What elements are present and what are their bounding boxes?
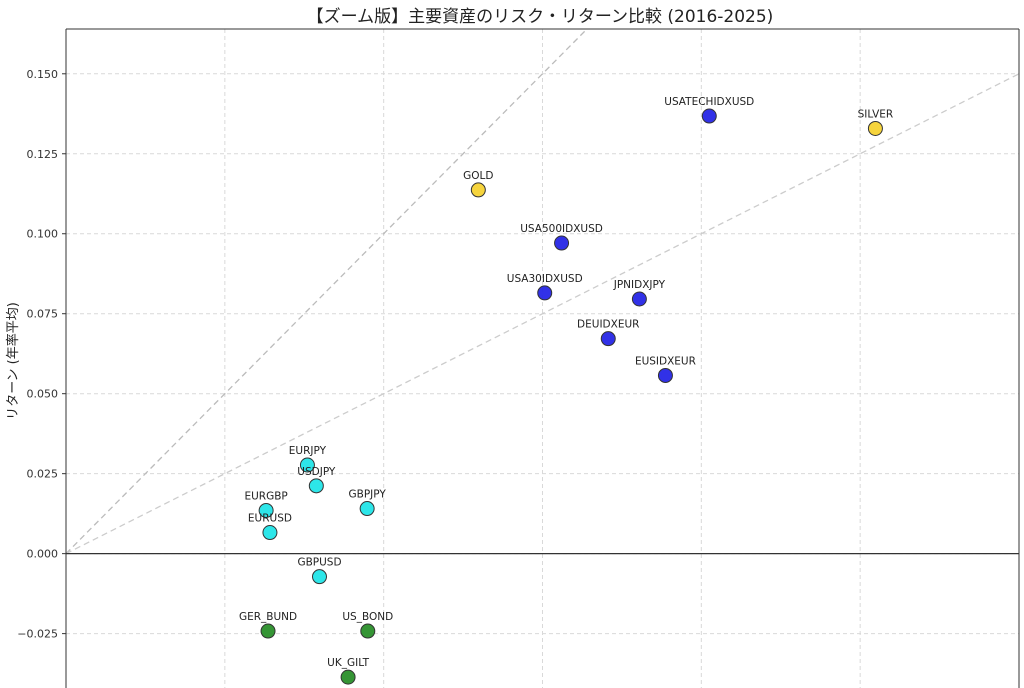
y-tick-label: 0.125 [27,148,59,161]
data-point-label: USATECHIDXUSD [664,96,754,108]
y-tick-label: 0.025 [27,468,59,481]
data-point-label: GBPUSD [297,557,341,569]
data-point-label: JPNIDXJPY [613,279,666,291]
data-point-label: EURGBP [244,490,287,502]
data-point-label: SILVER [858,108,894,120]
data-point-marker [359,501,375,517]
data-point-marker [657,367,673,383]
data-point-label: UK_GILT [327,657,369,669]
data-point-marker [867,120,883,136]
data-point-marker [537,285,553,301]
data-point-marker [631,291,647,307]
data-point-marker [262,525,278,541]
data-point-label: USA500IDXUSD [520,223,603,235]
data-point-label: USA30IDXUSD [507,273,583,285]
data-point-label: DEUIDXEUR [577,319,639,331]
data-point-marker [470,182,486,198]
data-point-label: GBPJPY [348,489,386,501]
data-point-label: US_BOND [342,611,393,623]
data-point-marker [360,623,376,639]
y-tick-label: 0.100 [27,228,59,241]
data-point-label: USDJPY [297,466,336,478]
y-tick-label: 0.150 [27,68,59,81]
data-point-marker [701,108,717,124]
data-point-label: GER_BUND [239,611,297,623]
data-point-labels: USATECHIDXUSD SILVER GOLD USA500IDXUSD USA30… [239,96,893,669]
chart-title: 【ズーム版】主要資産のリスク・リターン比較 (2016-2025) [307,7,774,27]
reference-lines [66,29,1019,555]
y-tick-label: −0.025 [17,628,58,641]
data-point-label: EURJPY [289,445,327,457]
y-axis-label: リターン (年率平均) [5,302,21,420]
y-tick-label: 0.075 [27,308,59,321]
data-point-marker [311,569,327,585]
data-points [258,108,883,685]
data-point-marker [340,669,356,685]
data-point-marker [554,235,570,251]
y-tick-label: 0.000 [27,548,59,561]
data-point-marker [600,331,616,347]
data-point-marker [308,478,324,494]
y-tick-label: 0.050 [27,388,59,401]
reference-line [66,29,588,555]
axes [65,28,1020,688]
data-point-label: GOLD [463,170,493,182]
data-point-marker [258,502,274,518]
data-point-label: EUSIDXEUR [635,355,696,367]
reference-line [66,73,1019,555]
data-point-marker [260,623,276,639]
data-point-marker [299,457,315,473]
y-axis-ticks: −0.025 0.000 0.025 0.050 0.075 0.100 0.125 0.15… [17,68,66,641]
data-point-label: EURUSD [248,513,292,525]
